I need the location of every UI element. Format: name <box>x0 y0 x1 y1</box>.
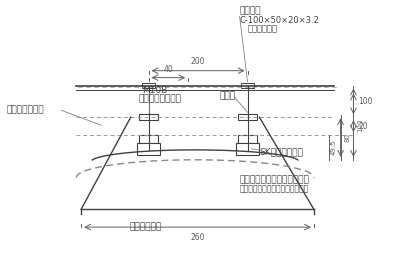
Bar <box>238 114 258 120</box>
Text: 80: 80 <box>344 133 350 142</box>
Bar <box>238 135 258 143</box>
Text: ベースブラケット: ベースブラケット <box>139 94 182 103</box>
Bar <box>137 143 160 155</box>
Text: ケンドンファスナーシステム: ケンドンファスナーシステム <box>240 175 310 184</box>
Text: リーフパネル: リーフパネル <box>130 223 162 232</box>
Text: C-100×50×20×3.2: C-100×50×20×3.2 <box>240 16 320 25</box>
Text: （別途工事）: （別途工事） <box>248 25 278 34</box>
Text: 下地胴縁: 下地胴縁 <box>240 7 261 16</box>
Text: 100: 100 <box>358 118 364 132</box>
Bar <box>240 83 254 88</box>
Text: 200: 200 <box>191 57 205 66</box>
Bar <box>142 83 156 88</box>
Text: M10B: M10B <box>142 86 168 95</box>
Text: 100: 100 <box>358 97 373 106</box>
Text: 40: 40 <box>164 65 173 74</box>
Bar <box>139 135 158 143</box>
Text: 20: 20 <box>358 122 368 131</box>
Text: 49.5: 49.5 <box>331 140 337 155</box>
Bar <box>236 143 260 155</box>
Text: ステム: ステム <box>220 91 236 100</box>
Text: セーフティビン: セーフティビン <box>7 106 44 115</box>
Text: 260: 260 <box>190 233 205 242</box>
Text: （応力分散＋摩擦複合絎め止め）: （応力分散＋摩擦複合絎め止め） <box>240 184 309 193</box>
Bar <box>139 114 158 120</box>
Text: SKロックナット: SKロックナット <box>260 147 303 157</box>
